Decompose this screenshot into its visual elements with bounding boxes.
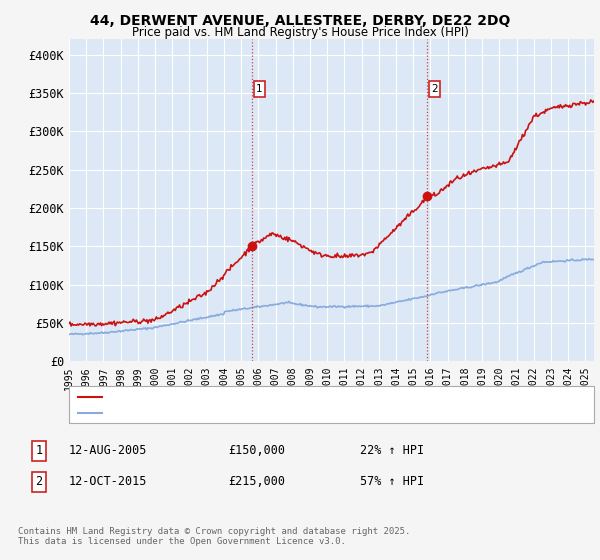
Text: Contains HM Land Registry data © Crown copyright and database right 2025.
This d: Contains HM Land Registry data © Crown c… (18, 526, 410, 546)
Text: 57% ↑ HPI: 57% ↑ HPI (360, 475, 424, 488)
Text: £215,000: £215,000 (228, 475, 285, 488)
Text: 12-AUG-2005: 12-AUG-2005 (69, 444, 148, 458)
Text: 1: 1 (35, 444, 43, 458)
Text: £150,000: £150,000 (228, 444, 285, 458)
Text: 12-OCT-2015: 12-OCT-2015 (69, 475, 148, 488)
Text: 22% ↑ HPI: 22% ↑ HPI (360, 444, 424, 458)
Text: HPI: Average price, semi-detached house, City of Derby: HPI: Average price, semi-detached house,… (108, 408, 398, 418)
Text: 44, DERWENT AVENUE, ALLESTREE, DERBY, DE22 2DQ (semi-detached house): 44, DERWENT AVENUE, ALLESTREE, DERBY, DE… (108, 393, 515, 402)
Text: 2: 2 (431, 84, 438, 94)
Text: 1: 1 (256, 84, 263, 94)
Text: 2: 2 (35, 475, 43, 488)
Text: Price paid vs. HM Land Registry's House Price Index (HPI): Price paid vs. HM Land Registry's House … (131, 26, 469, 39)
Text: 44, DERWENT AVENUE, ALLESTREE, DERBY, DE22 2DQ: 44, DERWENT AVENUE, ALLESTREE, DERBY, DE… (90, 14, 510, 28)
